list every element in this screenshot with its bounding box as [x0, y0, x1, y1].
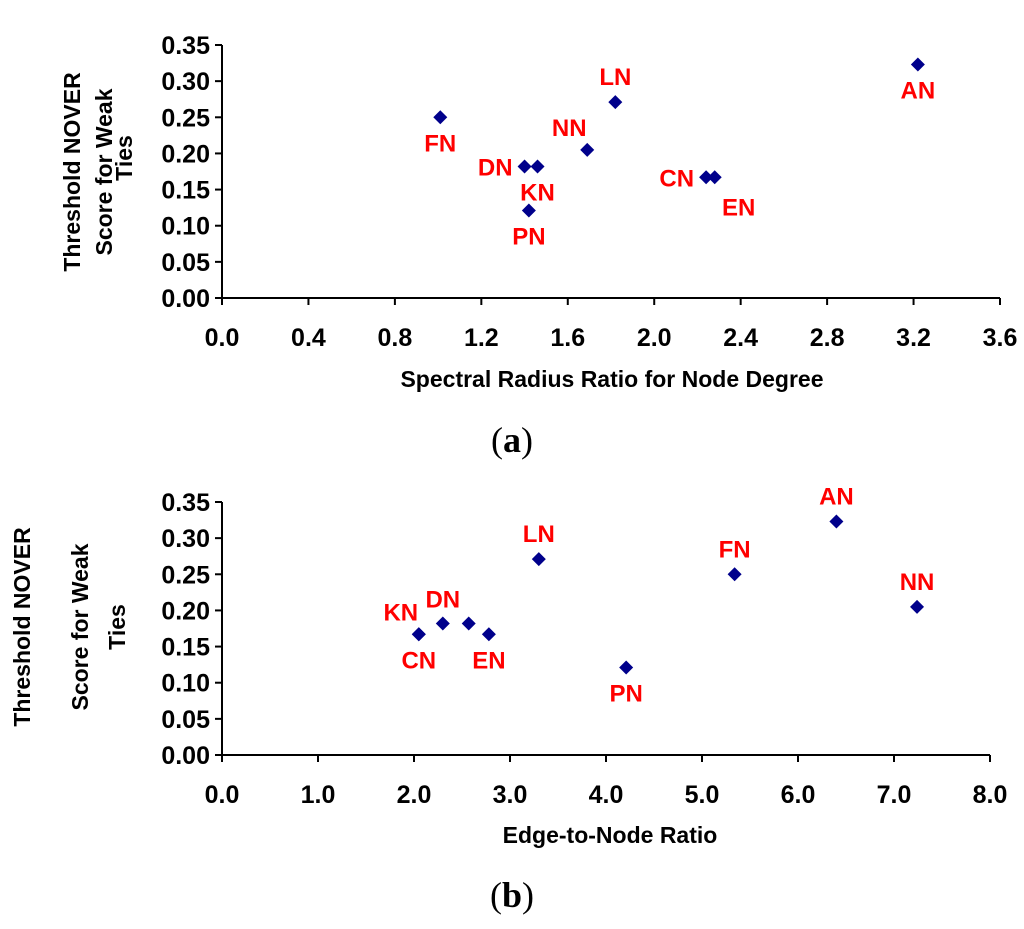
data-point-an: [910, 57, 925, 72]
data-point-nn: [910, 599, 925, 614]
x-tick-label: 2.4: [723, 324, 758, 352]
point-label-kn: KN: [520, 179, 555, 206]
data-point-cn: [411, 627, 426, 642]
data-point-ln: [608, 95, 623, 110]
point-label-nn: NN: [900, 569, 935, 596]
point-label-cn: CN: [659, 165, 694, 192]
y-tick-label: 0.05: [161, 249, 210, 277]
panel-b-xlabel: Edge-to-Node Ratio: [503, 822, 718, 848]
panel-a: 0.000.050.100.150.200.250.300.35 0.0 0.4 0…: [59, 32, 1017, 460]
data-point-fn: [727, 567, 742, 582]
x-tick-label: 3.0: [493, 781, 528, 809]
data-point-pn: [521, 203, 536, 218]
data-point-en: [481, 627, 496, 642]
panel-b-ylabel-line-2: Score for Weak: [67, 543, 93, 710]
x-tick-label: 6.0: [781, 781, 816, 809]
data-point-ln: [531, 552, 546, 567]
point-label-en: EN: [472, 647, 505, 674]
x-tick-label: 5.0: [685, 781, 720, 809]
panel-b-caption: (b): [490, 875, 534, 915]
point-label-en: EN: [722, 194, 755, 221]
y-tick-label: 0.00: [161, 285, 210, 313]
x-tick-label: 1.0: [301, 781, 336, 809]
panel-a-axes: [221, 45, 1000, 299]
y-tick-label: 0.35: [161, 489, 210, 517]
y-tick-label: 0.00: [161, 742, 210, 770]
y-tick-label: 0.30: [161, 68, 210, 96]
point-label-cn: CN: [401, 647, 436, 674]
point-label-ln: LN: [523, 521, 555, 548]
point-label-an: AN: [819, 484, 854, 511]
y-tick-label: 0.25: [161, 561, 210, 589]
y-tick-label: 0.25: [161, 104, 210, 132]
panel-a-caption: (a): [491, 420, 533, 460]
y-tick-label: 0.15: [161, 634, 210, 662]
point-label-dn: DN: [478, 154, 513, 181]
panel-b: 0.00 0.05 0.10 0.15 0.20 0.25 0.30 0.35 0.0 1.0 2…: [9, 484, 1007, 915]
x-tick-label: 2.0: [637, 324, 672, 352]
x-tick-label: 8.0: [973, 781, 1008, 809]
y-tick-label: 0.20: [161, 597, 210, 625]
x-tick-label: 0.8: [378, 324, 413, 352]
point-label-pn: PN: [609, 681, 642, 708]
data-point-en: [707, 170, 722, 185]
y-tick-label: 0.05: [161, 706, 210, 734]
data-point-cn: [699, 170, 714, 185]
x-tick-label: 1.2: [464, 324, 499, 352]
y-tick-label: 0.10: [161, 213, 210, 241]
x-tick-label: 2.0: [397, 781, 432, 809]
panel-a-caption-letter: a: [503, 420, 521, 460]
data-point-an: [829, 514, 844, 529]
data-point-unlabeled: [461, 616, 476, 631]
x-tick-label: 2.8: [810, 324, 845, 352]
panel-b-ylabel-line-3: Ties: [104, 604, 130, 650]
panel-a-xlabel: Spectral Radius Ratio for Node Degree: [400, 366, 823, 392]
x-tick-label: 0.4: [291, 324, 326, 352]
point-label-fn: FN: [424, 130, 456, 157]
point-label-ln: LN: [599, 64, 631, 91]
panel-b-ylabel-line-1: Threshold NOVER: [9, 527, 35, 727]
point-label-kn: KN: [383, 599, 418, 626]
panel-a-ylabel-line-2: Score for Weak: [91, 88, 117, 255]
data-point-nn: [580, 142, 595, 157]
point-label-dn: DN: [425, 586, 460, 613]
panel-b-y-ticks: 0.00 0.05 0.10 0.15 0.20 0.25 0.30 0.35: [161, 489, 222, 770]
y-tick-label: 0.35: [161, 32, 210, 60]
panel-b-points: AN LN FN NN KN CN DN EN PN: [383, 484, 934, 708]
point-label-fn: FN: [719, 536, 751, 563]
data-point-dn: [435, 616, 450, 631]
y-tick-label: 0.30: [161, 525, 210, 553]
data-point-fn: [433, 110, 448, 125]
panel-b-axes: [221, 502, 990, 756]
x-tick-label: 0.0: [205, 324, 240, 352]
x-tick-label: 3.2: [896, 324, 931, 352]
panel-a-ylabel-line-3: Ties: [111, 135, 137, 181]
y-tick-label: 0.10: [161, 670, 210, 698]
data-point-dn: [517, 159, 532, 174]
panel-a-x-ticks: 0.0 0.4 0.8 1.2 1.6 2.0 2.4 2.8 3.2 3.6: [205, 298, 1018, 352]
x-tick-label: 7.0: [877, 781, 912, 809]
point-label-pn: PN: [512, 224, 545, 251]
panel-b-caption-letter: b: [502, 875, 522, 915]
data-point-kn: [530, 159, 545, 174]
panel-b-x-ticks: 0.0 1.0 2.0 3.0 4.0 5.0 6.0 7.0 8.0: [205, 755, 1008, 809]
point-label-an: AN: [901, 78, 936, 105]
data-point-pn: [619, 660, 634, 675]
y-tick-label: 0.15: [161, 177, 210, 205]
x-tick-label: 3.6: [983, 324, 1018, 352]
panel-a-y-ticks: 0.00 0.05 0.10 0.15 0.20 0.25 0.30 0.35: [161, 32, 222, 313]
y-tick-label: 0.20: [161, 140, 210, 168]
point-label-nn: NN: [552, 115, 587, 142]
x-tick-label: 1.6: [550, 324, 585, 352]
x-tick-label: 4.0: [589, 781, 624, 809]
panel-a-points: AN LN FN NN DN KN CN EN PN: [424, 57, 936, 251]
panel-a-ylabel-line-1: Threshold NOVER: [59, 72, 85, 272]
x-tick-label: 0.0: [205, 781, 240, 809]
